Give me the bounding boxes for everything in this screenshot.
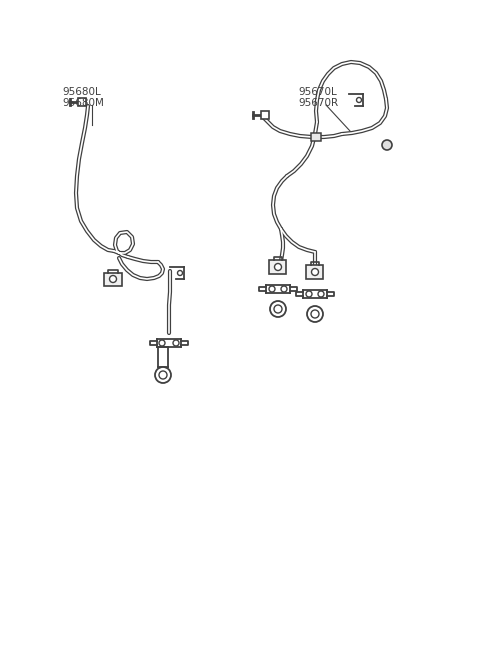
Bar [269, 260, 286, 274]
Circle shape [109, 276, 117, 282]
Circle shape [173, 340, 179, 346]
Bar [78, 98, 86, 106]
Circle shape [159, 371, 167, 379]
Text: 95680M: 95680M [62, 98, 104, 108]
Bar [261, 111, 269, 119]
Circle shape [270, 301, 286, 317]
Text: 95670R: 95670R [298, 98, 338, 108]
Circle shape [357, 98, 361, 102]
Circle shape [382, 140, 392, 150]
Circle shape [275, 263, 281, 271]
Circle shape [159, 340, 165, 346]
Circle shape [178, 271, 182, 276]
Circle shape [269, 286, 275, 292]
Circle shape [306, 291, 312, 297]
Circle shape [318, 291, 324, 297]
Bar [104, 273, 122, 286]
Bar [311, 133, 321, 141]
Circle shape [274, 305, 282, 313]
Circle shape [281, 286, 287, 292]
Text: 95670L: 95670L [298, 87, 337, 97]
Bar [306, 265, 323, 279]
Circle shape [311, 310, 319, 318]
Circle shape [155, 367, 171, 383]
Circle shape [307, 306, 323, 322]
Text: 95680L: 95680L [62, 87, 101, 97]
Circle shape [312, 269, 319, 276]
